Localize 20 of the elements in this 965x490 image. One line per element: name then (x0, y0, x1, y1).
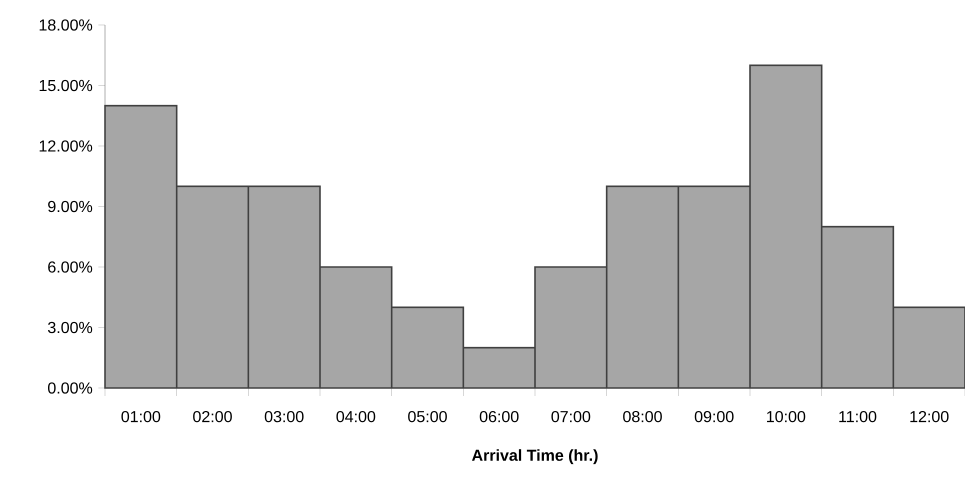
x-tick-label: 11:00 (839, 410, 876, 422)
y-tick-label: 15.00% (40, 80, 92, 92)
x-tick-label: 01:00 (121, 410, 160, 422)
x-tick-label: 09:00 (694, 410, 734, 422)
x-tick-label: 06:00 (480, 410, 519, 422)
y-tick-label: 0.00% (48, 382, 92, 394)
x-tick-label: 02:00 (193, 410, 232, 422)
x-tick-label: 08:00 (623, 410, 662, 422)
y-tick-label: 9.00% (48, 200, 92, 212)
x-tick-label: 07:00 (551, 410, 590, 422)
x-tick-label: 03:00 (264, 410, 304, 422)
x-tick-label: 12:00 (910, 410, 949, 422)
y-tick-label: 6.00% (48, 261, 92, 273)
x-axis-title: Arrival Time (hr.) (472, 449, 598, 464)
x-tick-label: 10:00 (767, 410, 806, 422)
x-tick-label: 04:00 (336, 410, 376, 422)
y-tick-label: 18.00% (40, 19, 92, 31)
x-tick-label: 05:00 (408, 410, 447, 422)
y-tick-label: 12.00% (40, 140, 92, 152)
y-tick-label: 3.00% (48, 322, 92, 334)
